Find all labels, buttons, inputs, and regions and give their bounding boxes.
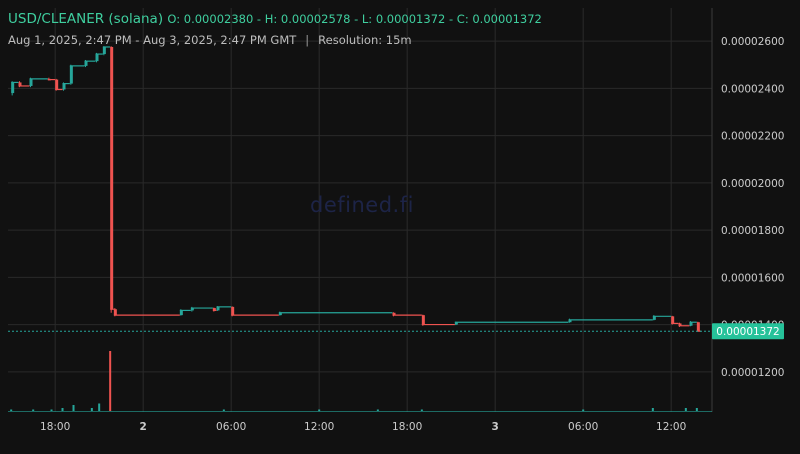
ohlc-values: O: 0.00002380 - H: 0.00002578 - L: 0.000…: [167, 12, 542, 26]
candle-body: [62, 83, 66, 90]
volume-bar: [98, 403, 101, 411]
watermark-logo: defined.fi: [310, 193, 414, 217]
volume-bar: [318, 409, 321, 411]
candle-body: [69, 65, 73, 84]
candle-body: [212, 308, 216, 311]
candle-body: [454, 322, 458, 325]
volume-bars: [8, 351, 712, 412]
x-tick-label: 2: [140, 421, 147, 433]
x-tick-label: 06:00: [216, 421, 246, 433]
last-price-tag-bg: [712, 323, 784, 340]
candle-body: [678, 323, 682, 326]
x-tick-label: 06:00: [568, 421, 598, 433]
grid-lines: [8, 8, 713, 412]
price-axis[interactable]: 0.000012000.000014000.000016000.00001800…: [721, 36, 784, 379]
y-tick-label: 0.00002000: [721, 178, 784, 190]
candle-body: [102, 46, 106, 55]
candle-body: [696, 322, 700, 332]
y-tick-label: 0.00001200: [721, 367, 784, 379]
volume-bar: [50, 409, 53, 411]
pair-name: USD/CLEANER (solana): [8, 11, 164, 27]
x-tick-label: 12:00: [656, 421, 686, 433]
volume-bar: [32, 409, 35, 411]
candle-body: [689, 322, 693, 326]
volume-bar: [109, 351, 112, 411]
candle-body: [421, 315, 425, 325]
volume-bar: [420, 409, 423, 411]
candle-body: [278, 312, 282, 316]
date-range: Aug 1, 2025, 2:47 PM - Aug 3, 2025, 2:47…: [8, 33, 297, 47]
last-price-tag-label: 0.00001372: [716, 326, 779, 338]
candle-body: [190, 308, 194, 311]
candle-body: [29, 78, 33, 86]
volume-bar: [684, 408, 687, 411]
candlestick-series: [11, 46, 701, 332]
candle-body: [671, 316, 675, 324]
candle-body: [652, 316, 656, 320]
y-tick-label: 0.00001600: [721, 272, 784, 284]
x-tick-label: 18:00: [392, 421, 422, 433]
candle-body: [231, 306, 235, 316]
candle-body: [113, 309, 117, 316]
volume-bar: [61, 408, 64, 411]
volume-bar: [582, 409, 585, 411]
candle-body: [95, 54, 99, 62]
last-price-tag: 0.00001372: [712, 323, 784, 340]
volume-bar: [222, 409, 225, 411]
chart-legend: USD/CLEANER (solana) O: 0.00002380 - H: …: [8, 11, 542, 27]
candle-body: [392, 312, 396, 316]
y-tick-label: 0.00002600: [721, 36, 784, 48]
volume-bar: [651, 408, 654, 411]
candle-body: [55, 79, 59, 90]
y-tick-label: 0.00002400: [721, 83, 784, 95]
volume-bar: [695, 408, 698, 411]
volume-bar: [72, 405, 75, 411]
chart-subtitle: Aug 1, 2025, 2:47 PM - Aug 3, 2025, 2:47…: [8, 33, 412, 47]
candle-body: [216, 306, 220, 311]
y-tick-label: 0.00001800: [721, 225, 784, 237]
candle-body: [179, 310, 183, 316]
volume-bar: [376, 409, 379, 411]
volume-bar: [10, 409, 13, 411]
separator: |: [305, 33, 310, 47]
candle-body: [11, 82, 15, 94]
candle-body: [84, 61, 88, 66]
candle-body: [110, 46, 114, 310]
x-tick-label: 3: [492, 421, 499, 433]
resolution-label: Resolution: 15m: [318, 33, 412, 47]
time-axis[interactable]: 18:00 2 06:00 12:00 18:00 3 06:00 12:00: [40, 421, 686, 433]
volume-bar: [90, 408, 93, 411]
y-tick-label: 0.00002200: [721, 131, 784, 143]
x-tick-label: 12:00: [304, 421, 334, 433]
candle-body: [18, 82, 22, 86]
candle-body: [568, 319, 572, 323]
x-tick-label: 18:00: [40, 421, 70, 433]
